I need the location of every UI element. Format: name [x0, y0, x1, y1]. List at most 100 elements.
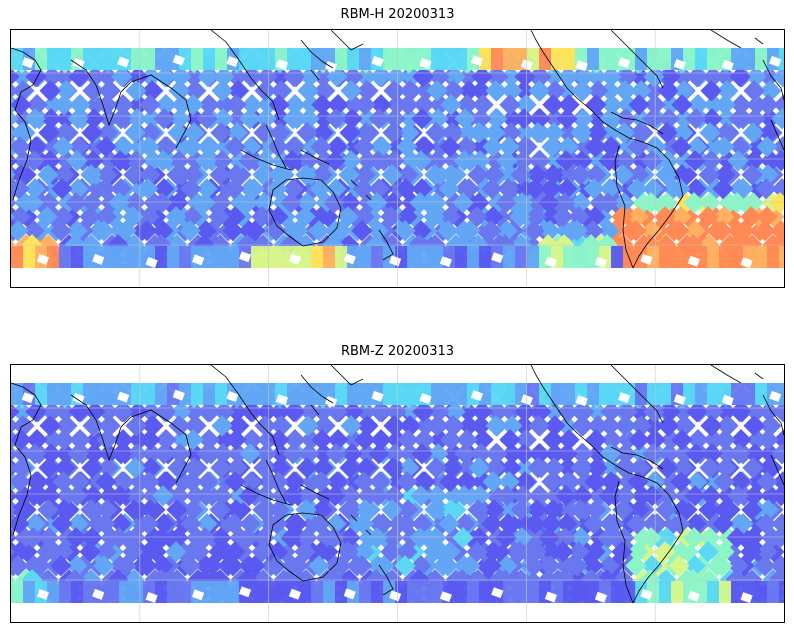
swath-cell	[35, 383, 48, 405]
swath-cell	[251, 383, 264, 405]
swath-cell	[63, 611, 84, 622]
swath-cell	[181, 206, 203, 228]
coastline	[576, 432, 616, 466]
swath-cell	[614, 415, 636, 437]
swath-cell	[290, 611, 311, 622]
swath-cell	[397, 94, 419, 116]
swath-cell	[641, 485, 663, 507]
swath-cell	[337, 276, 358, 287]
swath-cell	[779, 48, 784, 70]
swath-cell	[364, 276, 385, 287]
swath-cell	[403, 276, 424, 287]
swath-cell	[184, 80, 206, 102]
swath-cell	[672, 457, 694, 479]
swath-cell	[524, 178, 546, 200]
swath-cell	[724, 611, 745, 622]
swath-cell	[478, 276, 499, 287]
swath-cell	[183, 401, 205, 423]
swath-cell	[371, 246, 384, 268]
swath-cell	[225, 164, 247, 186]
coastline	[330, 30, 364, 51]
swath-cell	[145, 611, 166, 622]
swath-cell	[641, 220, 663, 242]
swath-cell	[75, 276, 96, 287]
swath-cell	[571, 415, 593, 437]
coastline	[610, 446, 664, 470]
swath-cell	[515, 429, 537, 451]
swath-cell	[617, 429, 639, 451]
swath-cell	[38, 192, 60, 214]
swath-cell	[79, 611, 100, 622]
swath-cell	[557, 136, 579, 158]
swath-cell	[724, 276, 745, 287]
data-gap	[371, 55, 384, 67]
swath-cell	[541, 471, 563, 493]
swath-cell	[455, 246, 468, 268]
swath-cell	[25, 66, 47, 88]
data-gap	[192, 589, 205, 601]
swath-cell	[110, 108, 132, 130]
swath-cell	[513, 415, 535, 437]
swath-cell	[96, 94, 118, 116]
swath-cell	[715, 122, 737, 144]
swath-cell	[106, 611, 127, 622]
swath-cell	[772, 66, 784, 88]
swath-cell	[515, 581, 528, 603]
swath-cell	[145, 276, 166, 287]
data-gap	[687, 255, 700, 267]
swath-cell	[211, 415, 233, 437]
data-gap	[92, 588, 105, 600]
swath-cell	[683, 48, 696, 70]
swath-cell	[673, 415, 695, 437]
swath-cell	[466, 276, 487, 287]
swath-cell	[669, 178, 691, 200]
coastline	[710, 30, 764, 49]
data-gap	[238, 251, 252, 263]
swath-cell	[659, 383, 672, 405]
swath-cell	[214, 429, 236, 451]
swath-cell	[575, 246, 588, 268]
swath-cell	[294, 611, 315, 622]
swath-cell	[225, 429, 247, 451]
swath-cell	[317, 611, 338, 622]
swath-cell	[541, 136, 563, 158]
swath-cell	[317, 276, 338, 287]
data-gap	[72, 392, 85, 404]
swath-cell	[95, 48, 108, 70]
swath-cell	[333, 611, 354, 622]
swath-cell	[462, 276, 483, 287]
swath-cell	[591, 611, 612, 622]
swath-cell	[571, 150, 593, 172]
swath-cell	[167, 192, 189, 214]
swath-cell	[53, 164, 75, 186]
swath-cell	[539, 48, 552, 70]
swath-cell	[11, 122, 17, 144]
swath-cell	[165, 611, 186, 622]
swath-cell	[755, 178, 777, 200]
swath-cell	[759, 108, 781, 130]
swath-cell	[647, 48, 660, 70]
swath-cell	[11, 415, 19, 437]
swath-cell	[513, 108, 535, 130]
swath-cell	[544, 415, 566, 437]
swath-cell	[759, 80, 781, 102]
swath-cell	[557, 122, 579, 144]
data-gap	[439, 256, 452, 268]
swath-cell	[729, 471, 751, 493]
swath-cell	[719, 246, 732, 268]
swath-cell	[598, 220, 620, 242]
swath-cell	[268, 429, 290, 451]
swath-cell	[67, 443, 89, 465]
swath-cell	[251, 48, 264, 70]
swath-cell	[183, 122, 205, 144]
swath-cell	[628, 94, 650, 116]
swath-cell	[479, 48, 492, 70]
swath-cell	[26, 429, 48, 451]
swath-cell	[128, 429, 150, 451]
swath-cell	[536, 276, 557, 287]
swath-cell	[668, 220, 690, 242]
swath-cell	[165, 276, 186, 287]
swath-cell	[616, 66, 638, 88]
swath-cell	[155, 48, 168, 70]
swath-cell	[660, 429, 682, 451]
